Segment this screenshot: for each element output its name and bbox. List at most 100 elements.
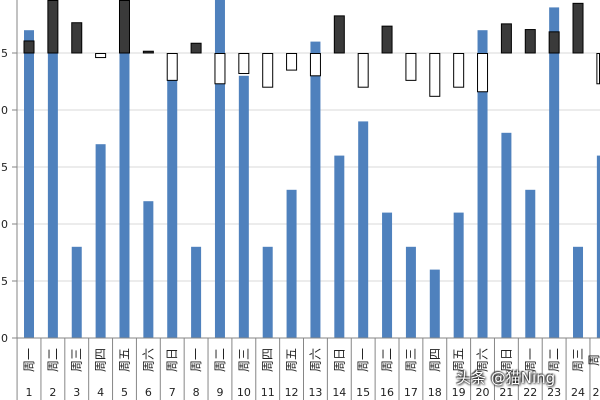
down-bar-6 (142, 50, 154, 54)
up-bar-13 (309, 53, 321, 77)
up-bar-7 (166, 53, 178, 81)
bar-12 (286, 189, 297, 338)
bar-10 (238, 75, 249, 339)
category-day-label: 周六 (141, 348, 155, 372)
category-number-label: 18 (428, 386, 442, 399)
bar-6 (143, 201, 154, 338)
bar-2 (47, 0, 58, 338)
up-bar-18 (429, 53, 441, 97)
category-day-label: 周三 (237, 348, 251, 372)
category-day-label: 周三 (571, 348, 585, 372)
down-bar-21 (500, 23, 512, 54)
category-number-label: 17 (404, 386, 418, 399)
category-day-label: 周六 (308, 348, 322, 372)
up-bar-10 (238, 53, 250, 75)
category-day-label: 周三 (404, 348, 418, 372)
y-tick-label: 25 (0, 47, 8, 60)
watermark-text: 头条 @猫Ning (456, 369, 556, 387)
category-number-label: 20 (476, 386, 490, 399)
bar-15 (358, 121, 369, 339)
down-bar-3 (71, 22, 83, 54)
up-bar-4 (95, 53, 107, 59)
category-number-label: 2 (49, 386, 56, 399)
category-number-label: 5 (121, 386, 128, 399)
up-bar-20 (477, 53, 489, 93)
category-day-label: 周一 (356, 348, 370, 372)
up-bar-17 (405, 53, 417, 81)
up-bar-12 (286, 53, 298, 71)
bar-16 (382, 212, 393, 338)
bar-21 (501, 132, 512, 338)
category-day-label: 周四 (261, 348, 275, 372)
bar-7 (167, 75, 178, 339)
bar-22 (525, 189, 536, 338)
category-number-label: 23 (547, 386, 561, 399)
bar-18 (429, 269, 440, 338)
category-day-label: 周五 (452, 348, 466, 372)
category-day-label: 周日 (499, 348, 513, 372)
up-bar-15 (357, 53, 369, 88)
y-tick-label: 5 (1, 275, 8, 288)
category-day-label: 周一 (22, 348, 36, 372)
category-number-label: 19 (452, 386, 466, 399)
bar-23 (549, 7, 560, 339)
category-number-label: 11 (261, 386, 275, 399)
category-number-label: 24 (571, 386, 585, 399)
y-tick-label: 0 (1, 332, 8, 345)
category-number-label: 14 (332, 386, 346, 399)
down-bar-2 (47, 0, 59, 54)
down-bar-5 (118, 0, 130, 54)
category-day-label: 周六 (476, 348, 490, 372)
category-day-label: 周四 (428, 348, 442, 372)
up-bar-25 (596, 53, 600, 85)
y-tick-label: 10 (0, 218, 8, 231)
y-tick-label: 15 (0, 161, 8, 174)
bar-14 (334, 155, 345, 338)
category-number-label: 21 (499, 386, 513, 399)
category-number-label: 12 (285, 386, 299, 399)
bar-1 (24, 30, 35, 338)
bar-4 (95, 144, 106, 338)
bar-13 (310, 41, 321, 338)
category-number-label: 2 (593, 386, 600, 399)
category-number-label: 1 (26, 386, 33, 399)
bar-25 (596, 155, 600, 338)
bar-3 (71, 246, 82, 338)
category-number-label: 15 (356, 386, 370, 399)
category-number-label: 7 (169, 386, 176, 399)
category-number-label: 13 (308, 386, 322, 399)
category-day-label: 周五 (285, 348, 299, 372)
down-bar-1 (23, 40, 35, 54)
category-number-label: 10 (237, 386, 251, 399)
bar-19 (453, 212, 464, 338)
bar-8 (191, 246, 202, 338)
down-bar-14 (333, 15, 345, 54)
category-number-label: 9 (216, 386, 223, 399)
category-day-label: 周三 (70, 348, 84, 372)
up-bar-11 (262, 53, 274, 88)
category-number-label: 6 (145, 386, 152, 399)
category-number-label: 16 (380, 386, 394, 399)
category-number-label: 22 (523, 386, 537, 399)
category-day-label: 周二 (380, 348, 394, 372)
category-day-label: 周四 (94, 348, 108, 372)
category-day-label: 周二 (213, 348, 227, 372)
bar-5 (119, 0, 130, 338)
bar-11 (262, 246, 273, 338)
category-day-label: 周日 (165, 348, 179, 372)
category-day-label: 周一 (523, 348, 537, 372)
up-bar-19 (453, 53, 465, 88)
up-bar-9 (214, 53, 226, 85)
category-number-label: 3 (73, 386, 80, 399)
y-tick-label: 20 (0, 104, 8, 117)
down-bar-24 (572, 2, 584, 54)
category-day-label: 周 (587, 354, 600, 366)
category-number-label: 8 (193, 386, 200, 399)
down-bar-8 (190, 42, 202, 54)
bar-20 (477, 30, 488, 338)
down-bar-22 (524, 29, 536, 54)
category-day-label: 周二 (46, 348, 60, 372)
bar-24 (573, 246, 584, 338)
